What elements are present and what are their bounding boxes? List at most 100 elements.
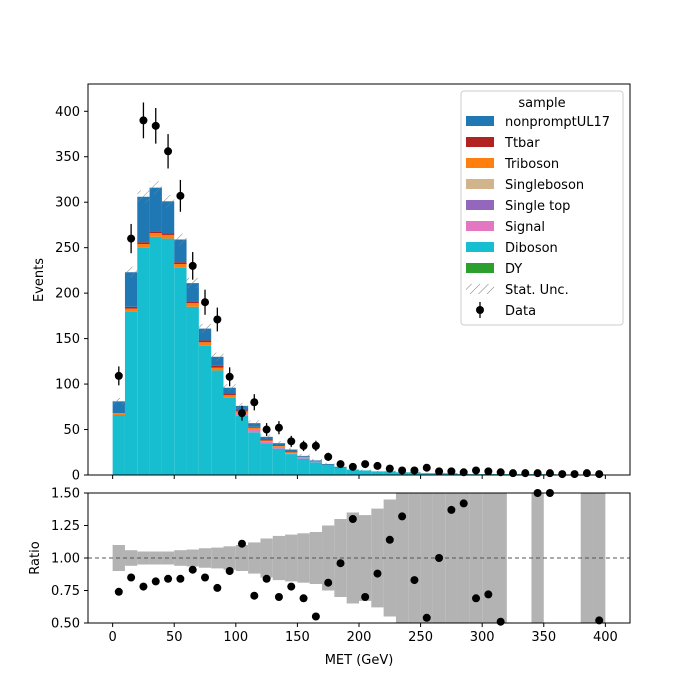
data-point-290: [472, 466, 481, 475]
bar-triboson-80: [211, 367, 224, 371]
bar-diboson-250: [420, 473, 433, 475]
data-point-30: [151, 121, 160, 130]
ratio-point-60: [188, 565, 197, 574]
main-y-tick-label-400: 400: [55, 105, 80, 120]
data-point-80: [213, 315, 222, 324]
ratio-point-240: [410, 576, 419, 585]
ratio-unc-30: [149, 551, 162, 565]
x-tick-label-50: 50: [166, 630, 183, 645]
bar-triboson-90: [223, 394, 236, 398]
bar-diboson-10: [124, 311, 138, 475]
stat-unc-30: [149, 181, 162, 195]
ratio-unc-110: [248, 542, 261, 574]
x-tick-label-150: 150: [285, 630, 310, 645]
main-y-tick-label-100: 100: [55, 378, 80, 393]
bar-triboson-30: [149, 233, 162, 237]
data-point-200: [361, 460, 370, 469]
stat-unc-90: [223, 384, 236, 392]
bar-nonpromptul17-20: [137, 196, 150, 243]
data-point-390: [595, 470, 604, 479]
bar-nonpromptul17-80: [211, 356, 224, 366]
bar-ttbar-120: [260, 439, 273, 441]
legend-swatch-singleboson: [466, 179, 494, 189]
ratio-unc-100: [235, 545, 249, 571]
ratio-y-tick-label-1.00: 1.00: [51, 552, 80, 567]
main-y-tick-label-0: 0: [72, 469, 80, 484]
bar-nonpromptul17-30: [149, 187, 162, 232]
ratio-panel-points: [114, 489, 604, 626]
data-point-340: [533, 469, 542, 478]
data-point-320: [508, 469, 517, 478]
bar-diboson-190: [346, 469, 359, 475]
ratio-point-30: [151, 577, 160, 586]
bar-diboson-140: [285, 454, 298, 475]
ratio-point-140: [287, 582, 296, 591]
legend-label-triboson: Triboson: [504, 157, 559, 172]
bar-ttbar-30: [149, 231, 162, 234]
legend-swatch-nonpromptul17: [466, 116, 494, 126]
data-point-220: [385, 464, 394, 473]
stat-unc-140: [285, 447, 298, 452]
ratio-point-250: [422, 613, 431, 622]
data-point-70: [201, 298, 210, 307]
data-point-50: [176, 191, 185, 200]
main-y-tick-label-200: 200: [55, 287, 80, 302]
data-point-170: [324, 452, 333, 461]
data-point-110: [250, 398, 259, 407]
bar-triboson-70: [198, 342, 212, 346]
bar-signal-120: [260, 441, 273, 444]
bar-diboson-160: [309, 462, 323, 475]
data-point-360: [558, 470, 567, 479]
main-panel-axes: 0 50 100 150 200 250 300 350 400: [55, 105, 606, 484]
bar-signal-150: [297, 457, 310, 459]
bar-diboson-70: [198, 345, 212, 475]
bar-triboson-0: [112, 413, 125, 415]
legend-label-data: Data: [505, 304, 536, 319]
bar-diboson-180: [334, 467, 347, 475]
legend-entries: nonpromptUL17 Ttbar Triboson Singleboson Sin…: [466, 115, 610, 319]
data-point-130: [274, 423, 283, 432]
ratio-point-180: [336, 559, 345, 568]
stat-unc-20: [137, 190, 150, 204]
stat-unc-70: [198, 323, 212, 334]
bar-triboson-140: [285, 452, 298, 454]
data-point-280: [459, 468, 468, 477]
ratio-point-150: [299, 594, 308, 603]
bar-diboson-60: [186, 306, 199, 475]
data-point-330: [521, 469, 530, 478]
legend-label-nonpromptul17: nonpromptUL17: [505, 115, 610, 130]
ratio-point-290: [472, 594, 481, 603]
bar-diboson-0: [112, 414, 125, 475]
x-tick-label-200: 200: [347, 630, 372, 645]
data-point-370: [570, 470, 579, 479]
bar-signal-110: [248, 429, 261, 433]
bar-triboson-120: [260, 440, 273, 442]
ratio-unc-60: [186, 549, 199, 567]
bar-diboson-210: [371, 471, 384, 475]
legend-swatch-triboson: [466, 158, 494, 168]
stat-unc-10: [124, 266, 138, 278]
ratio-point-200: [361, 593, 370, 601]
ratio-point-220: [385, 535, 394, 544]
ratio-y-axis-label: Ratio: [28, 541, 43, 574]
x-tick-label-300: 300: [470, 630, 495, 645]
stat-unc-160: [309, 458, 323, 462]
ratio-y-tick-label-0.75: 0.75: [51, 584, 80, 599]
stat-unc-80: [211, 352, 224, 361]
bar-ttbar-110: [248, 426, 261, 428]
ratio-point-120: [262, 574, 271, 583]
bar-triboson-130: [272, 445, 286, 447]
x-axis-label: MET (GeV): [325, 653, 394, 668]
legend-marker-data: [476, 306, 484, 314]
legend-swatch-signal: [466, 221, 494, 231]
bar-diboson-30: [149, 236, 162, 475]
ratio-unc-240: [408, 493, 421, 623]
bar-ttbar-60: [186, 301, 199, 304]
bar-ttbar-20: [137, 242, 150, 245]
data-point-270: [447, 467, 456, 476]
main-y-tick-label-300: 300: [55, 196, 80, 211]
ratio-unc-200: [359, 515, 372, 601]
stat-unc-130: [272, 441, 286, 446]
x-tick-label-400: 400: [593, 630, 618, 645]
x-tick-label-0: 0: [108, 630, 116, 645]
